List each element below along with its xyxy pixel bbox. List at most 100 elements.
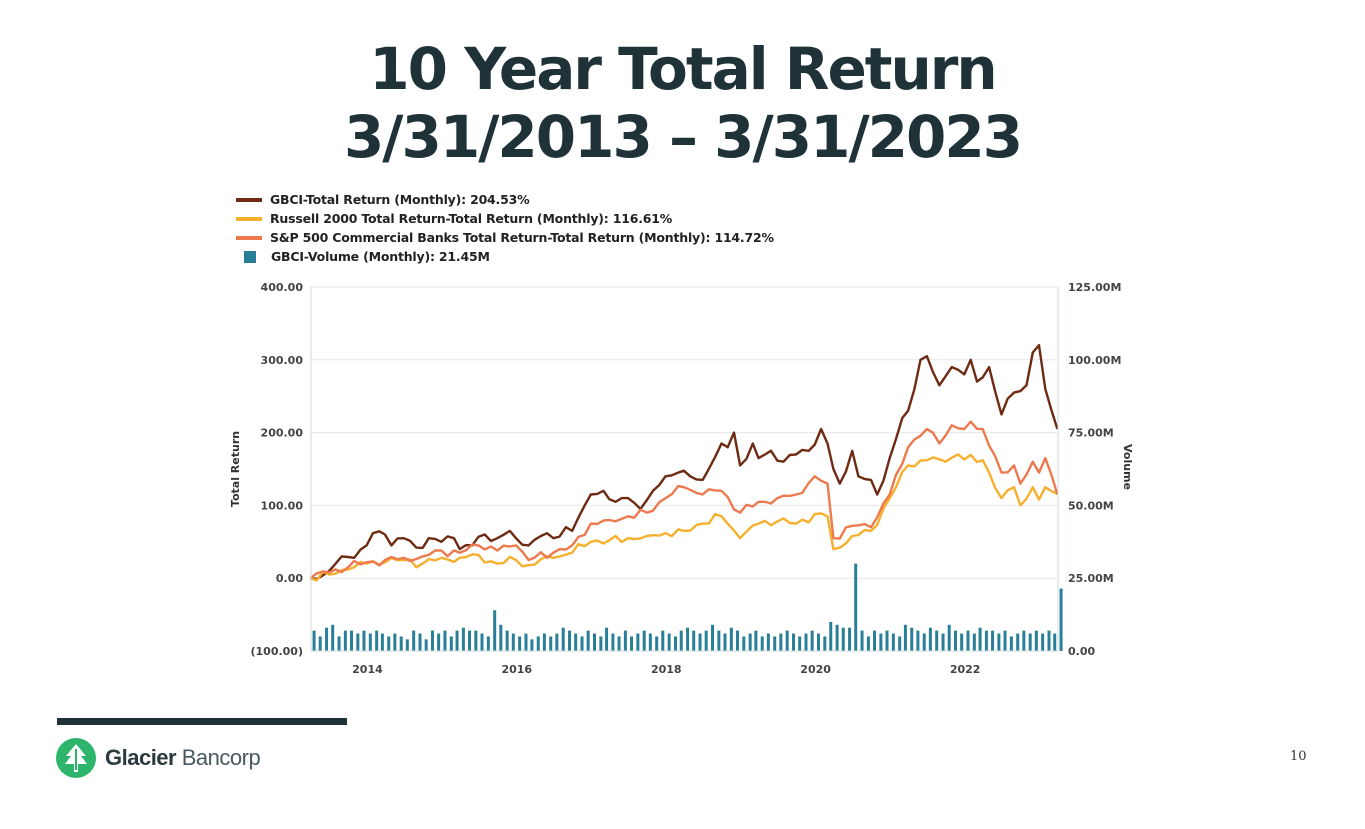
legend-label-volume: GBCI-Volume (Monthly): 21.45M — [271, 249, 490, 264]
volume-bar — [424, 639, 428, 651]
volume-bar — [325, 627, 329, 651]
volume-bar — [449, 636, 453, 651]
volume-bar — [474, 630, 478, 651]
volume-bar — [1053, 633, 1057, 651]
volume-bar — [941, 633, 945, 651]
volume-bar — [511, 633, 515, 651]
volume-bar — [536, 636, 540, 651]
volume-bar — [611, 633, 615, 651]
x-tick-label: 2022 — [950, 663, 981, 676]
volume-bar — [362, 630, 366, 651]
volume-bar — [935, 630, 939, 651]
volume-bar — [1047, 630, 1051, 651]
volume-bar — [405, 639, 409, 651]
y2-tick-label: 125.00M — [1068, 281, 1121, 294]
volume-bar — [891, 633, 895, 651]
volume-bar — [480, 633, 484, 651]
y2-axis-title: Volume — [1121, 444, 1134, 490]
volume-bar — [667, 633, 671, 651]
volume-bar — [873, 630, 877, 651]
volume-bar — [686, 627, 690, 651]
volume-bar — [636, 633, 640, 651]
volume-bar — [723, 633, 727, 651]
volume-bar — [337, 636, 341, 651]
y2-tick-label: 0.00 — [1068, 645, 1095, 658]
volume-bar — [978, 627, 982, 651]
volume-bar — [331, 624, 335, 651]
y2-tick-label: 100.00M — [1068, 354, 1121, 367]
volume-bar — [947, 624, 951, 651]
volume-bar — [617, 636, 621, 651]
volume-bar — [642, 630, 646, 651]
volume-bar — [742, 636, 746, 651]
volume-bar — [829, 621, 833, 651]
legend-label-gbci: GBCI-Total Return (Monthly): 204.53% — [270, 192, 530, 207]
volume-bar — [866, 636, 870, 651]
volume-bar — [368, 633, 372, 651]
volume-bar — [530, 639, 534, 651]
y-tick-label: (100.00) — [250, 645, 303, 658]
volume-bar — [766, 633, 770, 651]
company-name: Glacier Bancorp — [105, 745, 261, 771]
volume-bar — [586, 630, 590, 651]
volume-bar — [599, 636, 603, 651]
volume-bar — [623, 630, 627, 651]
volume-bar — [393, 633, 397, 651]
volume-bar — [816, 633, 820, 651]
footer-accent-bar — [57, 718, 347, 725]
volume-bar — [779, 633, 783, 651]
volume-bar — [674, 636, 677, 651]
volume-bar — [486, 636, 490, 651]
volume-bar — [505, 630, 509, 651]
volume-bar — [704, 630, 708, 651]
volume-bar — [1003, 630, 1007, 651]
volume-bar — [655, 636, 659, 651]
legend-swatch-sp500-banks — [236, 235, 262, 240]
volume-bar — [1041, 633, 1045, 651]
volume-bar — [350, 630, 353, 651]
volume-bar — [574, 633, 578, 651]
series-line-1 — [310, 453, 1058, 582]
volume-bar — [954, 630, 958, 651]
volume-bar — [698, 633, 702, 651]
volume-bar — [542, 633, 546, 651]
volume-bar — [729, 627, 733, 651]
slide-title-line-1: 10 Year Total Return — [369, 35, 997, 103]
volume-bar — [468, 630, 472, 651]
y2-tick-label: 75.00M — [1068, 427, 1114, 440]
volume-bar — [754, 630, 758, 651]
legend-swatch-gbci — [236, 197, 262, 202]
volume-bar — [437, 633, 441, 651]
volume-bar — [692, 630, 696, 651]
volume-bar — [798, 636, 802, 651]
volume-bar — [418, 633, 422, 651]
volume-bar — [785, 630, 789, 651]
volume-bar — [518, 636, 522, 651]
volume-bar — [960, 633, 964, 651]
volume-bar — [399, 636, 403, 651]
volume-bar — [343, 630, 347, 651]
x-tick-label: 2014 — [352, 663, 383, 676]
volume-bar — [854, 563, 858, 651]
volume-bar — [928, 627, 932, 651]
volume-bar — [630, 636, 634, 651]
volume-bar — [997, 633, 1001, 651]
series-line-2 — [309, 420, 1059, 580]
volume-bar — [1022, 630, 1026, 651]
volume-bar — [443, 630, 447, 651]
volume-bar — [735, 630, 739, 651]
y-tick-label: 0.00 — [276, 572, 303, 585]
volume-bar — [760, 636, 764, 651]
legend-swatch-volume — [244, 250, 256, 263]
volume-bar — [431, 630, 434, 651]
volume-bar — [804, 633, 808, 651]
volume-bar — [568, 630, 572, 651]
volume-bar — [885, 630, 889, 651]
legend-russell: Russell 2000 Total Return-Total Return (… — [236, 209, 774, 228]
y-tick-label: 300.00 — [261, 354, 304, 367]
volume-bar — [1028, 633, 1032, 651]
volume-bar — [561, 627, 565, 651]
volume-bar — [792, 633, 796, 651]
volume-bar — [605, 627, 609, 651]
volume-bar — [903, 624, 907, 651]
